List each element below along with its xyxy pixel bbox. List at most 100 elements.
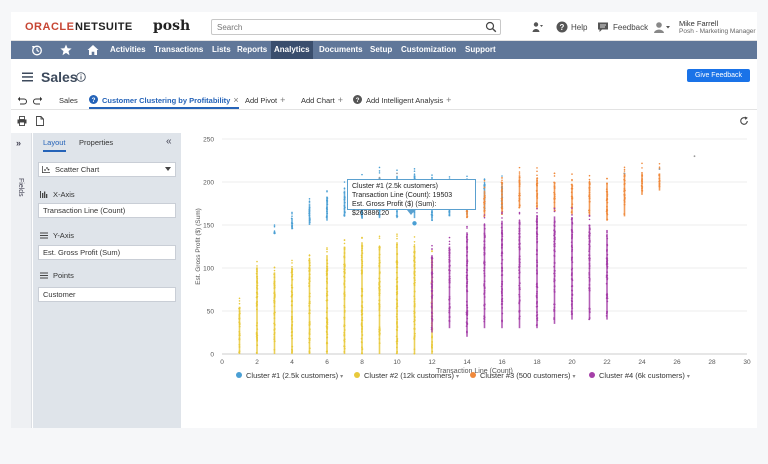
star-icon[interactable]	[60, 44, 72, 56]
cluster-3-point	[518, 192, 521, 195]
add-intelligent-analysis-button[interactable]: ? Add Intelligent Analysis +	[353, 93, 451, 109]
feedback-link[interactable]: Feedback	[613, 23, 649, 32]
nav-reports[interactable]: Reports	[237, 45, 268, 54]
cluster-2-point	[343, 255, 346, 258]
add-pivot-button[interactable]: Add Pivot +	[245, 93, 285, 109]
cluster-3-point	[536, 167, 538, 169]
legend-cluster-3[interactable]: Cluster #3 (500 customers) ▾	[470, 371, 575, 380]
nav-setup[interactable]: Setup	[370, 45, 393, 54]
cluster-3-point	[536, 179, 539, 182]
points-field[interactable]: Customer	[38, 287, 176, 302]
cluster-3-point	[571, 173, 573, 175]
cluster-2-point	[413, 295, 416, 298]
undo-icon[interactable]	[17, 96, 27, 106]
legend-cluster-1[interactable]: Cluster #1 (2.5k customers) ▾	[236, 371, 343, 380]
cluster-4-point	[518, 211, 521, 214]
menu-icon[interactable]	[22, 72, 33, 82]
cluster-3-point	[623, 168, 626, 171]
svg-text:?: ?	[560, 23, 565, 32]
cluster-3-point	[605, 190, 608, 193]
export-icon[interactable]	[35, 116, 45, 126]
cluster-4-point	[536, 317, 539, 319]
info-icon[interactable]	[76, 72, 86, 82]
cluster-4-point	[536, 311, 538, 314]
tab-sales[interactable]: Sales	[59, 96, 78, 105]
add-chart-button[interactable]: Add Chart +	[301, 93, 343, 109]
help-link[interactable]: Help	[571, 23, 588, 32]
cluster-3-point	[466, 216, 468, 219]
chart-type-select[interactable]: Scatter Chart	[38, 162, 176, 177]
cluster-3-point	[588, 178, 591, 181]
recent-records-icon[interactable]	[532, 21, 544, 33]
give-feedback-button[interactable]: Give Feedback	[687, 69, 750, 82]
nav-support[interactable]: Support	[465, 45, 496, 54]
cluster-4-point	[501, 282, 503, 285]
cluster-4-point	[536, 300, 538, 303]
cluster-4-point	[430, 311, 433, 314]
cluster-2-point	[343, 306, 346, 309]
fields-label[interactable]: Fields	[17, 178, 24, 197]
cluster-4-point	[588, 265, 591, 267]
cluster-4-point	[518, 239, 521, 241]
cluster-4-point	[605, 282, 608, 285]
search-icon[interactable]	[485, 21, 497, 33]
cluster-2-point	[413, 259, 416, 262]
fields-strip[interactable]	[11, 133, 32, 428]
global-search-input[interactable]	[211, 19, 501, 35]
cluster-2-point	[396, 290, 399, 293]
cluster-2-point	[396, 302, 399, 305]
cluster-2-point	[308, 341, 311, 344]
nav-analytics[interactable]: Analytics	[271, 41, 313, 59]
cluster-2-point	[343, 351, 346, 353]
help-icon[interactable]: ?	[556, 21, 568, 33]
cluster-4-point	[431, 315, 434, 318]
expand-fields-icon[interactable]: »	[16, 138, 22, 148]
feedback-icon[interactable]	[597, 21, 609, 33]
collapse-panel-icon[interactable]: «	[166, 136, 172, 147]
cluster-4-point	[431, 319, 434, 322]
cluster-2-point	[325, 316, 328, 319]
close-icon[interactable]: ×	[233, 95, 239, 105]
nav-lists[interactable]: Lists	[212, 45, 231, 54]
home-icon[interactable]	[87, 44, 99, 56]
user-name[interactable]: Mike Farrell	[679, 19, 719, 28]
cluster-4-point	[501, 312, 504, 315]
tab-layout[interactable]: Layout	[43, 138, 66, 152]
cluster-2-point	[413, 319, 416, 322]
cluster-3-point	[658, 174, 661, 177]
y-axis-field[interactable]: Est. Gross Profit (Sum)	[38, 245, 176, 260]
cluster-4-point	[570, 229, 573, 232]
cluster-4-point	[588, 214, 591, 217]
cluster-2-point	[343, 340, 346, 343]
refresh-icon[interactable]	[739, 116, 749, 126]
cluster-2-point	[273, 283, 276, 285]
tab-properties[interactable]: Properties	[79, 138, 114, 147]
cluster-4-point	[571, 261, 574, 264]
cluster-3-point	[483, 196, 486, 199]
cluster-2-point	[238, 300, 241, 302]
x-tick-label: 30	[743, 359, 751, 366]
cluster-3-point	[518, 176, 521, 179]
cluster-4-point	[605, 312, 608, 315]
tab-customer-clustering[interactable]: ? Customer Clustering by Profitability ×	[89, 93, 239, 109]
cluster-3-point	[588, 180, 591, 183]
redo-icon[interactable]	[33, 96, 43, 106]
user-avatar-icon[interactable]	[653, 21, 671, 33]
nav-customization[interactable]: Customization	[401, 45, 457, 54]
x-tick-label: 0	[220, 359, 224, 366]
cluster-2-point	[255, 335, 258, 338]
nav-documents[interactable]: Documents	[319, 45, 363, 54]
cluster-2-point	[291, 351, 293, 354]
legend-cluster-4[interactable]: Cluster #4 (6k customers) ▾	[589, 371, 690, 380]
print-icon[interactable]	[17, 116, 27, 126]
cluster-4-point	[553, 269, 556, 272]
recent-icon[interactable]	[31, 44, 43, 56]
nav-transactions[interactable]: Transactions	[154, 45, 204, 54]
cluster-2-point	[360, 256, 363, 259]
nav-activities[interactable]: Activities	[110, 45, 146, 54]
cluster-3-point	[588, 193, 591, 196]
cluster-3-point	[588, 201, 591, 203]
x-axis-field[interactable]: Transaction Line (Count)	[38, 203, 176, 218]
legend-cluster-2[interactable]: Cluster #2 (12k customers) ▾	[354, 371, 459, 380]
cluster-3-point	[606, 218, 609, 221]
